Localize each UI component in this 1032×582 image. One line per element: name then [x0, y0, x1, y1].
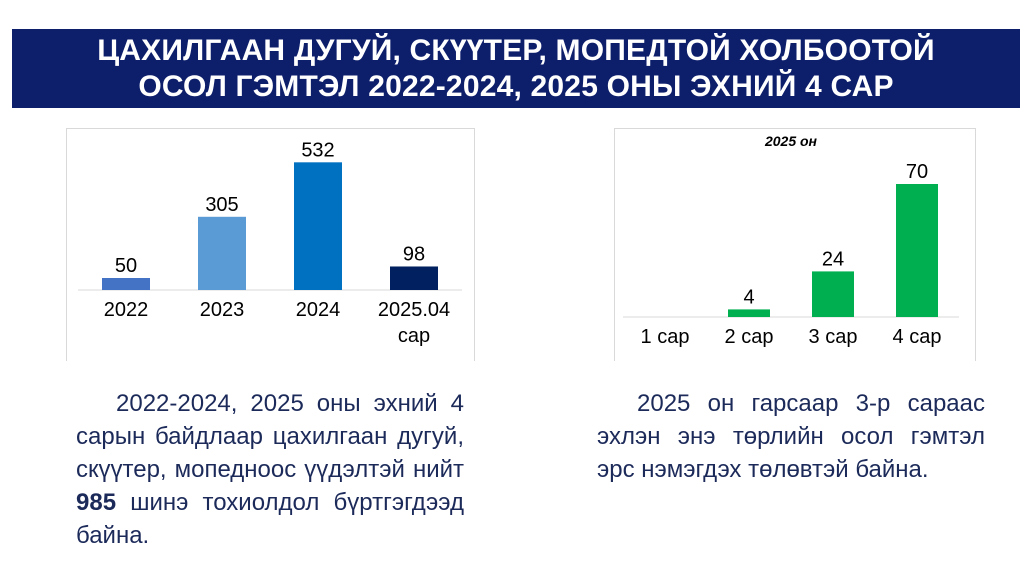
- bar: [812, 271, 854, 317]
- tick-label: 2025.04: [378, 299, 450, 321]
- tick-label: 4 сар: [893, 326, 942, 348]
- data-label: 98: [403, 243, 425, 265]
- summary-paragraph-right: 2025 он гарсаар 3-р сараас эхлэн энэ төр…: [597, 387, 985, 486]
- data-label: 4: [743, 286, 754, 308]
- title-line-1: ЦАХИЛГААН ДУГУЙ, СКҮҮТЕР, МОПЕДТОЙ ХОЛБО…: [97, 33, 935, 67]
- data-label: 305: [205, 194, 238, 216]
- data-label: 532: [301, 139, 334, 161]
- yearly-chart-svg: 50 2022 305 2023 532 2024 98 2025.04 сар: [78, 139, 462, 347]
- monthly-bar-chart: 2025 он 1 сар 4 2 сар 24 3 сар 70 4 сар: [614, 128, 976, 361]
- tick-label: сар: [398, 325, 430, 347]
- summary-left-text-start: 2022-2024, 2025 оны эхний 4 сарын байдла…: [76, 390, 464, 483]
- summary-right-text: 2025 он гарсаар 3-р сараас эхлэн энэ төр…: [597, 390, 985, 483]
- tick-label: 2024: [296, 299, 341, 321]
- data-label: 24: [822, 248, 844, 270]
- total-cases-count: 985: [76, 489, 117, 516]
- tick-label: 2023: [200, 299, 245, 321]
- bar: [102, 278, 150, 290]
- bar: [728, 309, 770, 317]
- data-label: 50: [115, 255, 137, 277]
- bar: [198, 216, 246, 290]
- title-line-2: ОСОЛ ГЭМТЭЛ 2022-2024, 2025 ОНЫ ЭХНИЙ 4 …: [138, 69, 894, 103]
- tick-label: 1 сар: [641, 326, 690, 348]
- title-banner: ЦАХИЛГААН ДУГУЙ, СКҮҮТЕР, МОПЕДТОЙ ХОЛБО…: [12, 29, 1020, 108]
- bar: [896, 184, 938, 317]
- summary-left-text-end: шинэ тохиолдол бүртгэгдээд байна.: [76, 489, 464, 549]
- tick-label: 3 сар: [809, 326, 858, 348]
- data-label: 70: [906, 161, 928, 183]
- tick-label: 2022: [104, 299, 149, 321]
- chart-title: 2025 он: [764, 133, 818, 149]
- yearly-bar-chart: 50 2022 305 2023 532 2024 98 2025.04 сар: [66, 128, 475, 361]
- bar: [294, 162, 342, 290]
- bar: [390, 266, 438, 290]
- summary-paragraph-left: 2022-2024, 2025 оны эхний 4 сарын байдла…: [76, 387, 464, 552]
- monthly-chart-svg: 2025 он 1 сар 4 2 сар 24 3 сар 70 4 сар: [623, 133, 959, 348]
- tick-label: 2 сар: [725, 326, 774, 348]
